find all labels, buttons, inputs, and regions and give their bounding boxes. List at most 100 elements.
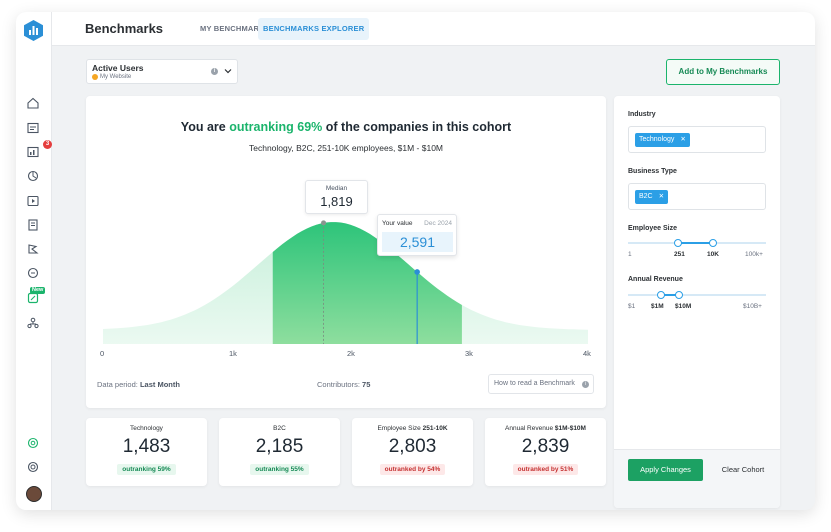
slider-range bbox=[678, 242, 713, 244]
clear-cohort-button[interactable]: Clear Cohort bbox=[721, 465, 765, 474]
industry-select[interactable]: Technology ✕ bbox=[628, 126, 766, 153]
slider-handle-max[interactable] bbox=[675, 291, 683, 299]
top-header: Benchmarks MY BENCHMARKS BENCHMARKS EXPL… bbox=[52, 12, 815, 46]
median-value: 1,819 bbox=[320, 194, 353, 209]
home-icon[interactable] bbox=[25, 95, 41, 111]
slider-tick: 10K bbox=[707, 251, 719, 258]
benchmark-chart-card: You are outranking 69% of the companies … bbox=[86, 96, 606, 408]
annual-revenue-label: Annual Revenue bbox=[628, 276, 683, 283]
settings-icon[interactable] bbox=[25, 435, 41, 451]
stat-card-industry: Technology 1,483 outranking 59% bbox=[86, 418, 207, 486]
close-icon[interactable]: ✕ bbox=[658, 193, 665, 200]
metric-selector[interactable]: Active Users My Website i bbox=[86, 59, 238, 84]
chip-label: B2C bbox=[639, 193, 653, 200]
tab-benchmarks-explorer[interactable]: BENCHMARKS EXPLORER bbox=[258, 18, 370, 40]
median-label: Median bbox=[325, 185, 348, 192]
median-marker bbox=[321, 220, 327, 226]
stat-label-range: 251-10K bbox=[422, 425, 448, 432]
slider-tick: $1M bbox=[651, 303, 664, 310]
cohort-range-area bbox=[272, 222, 462, 344]
data-period-label: Data period: bbox=[97, 380, 140, 389]
stat-card-employee-size: Employee Size 251-10K 2,803 outranked by… bbox=[352, 418, 473, 486]
industry-label: Industry bbox=[628, 111, 656, 118]
business-type-label: Business Type bbox=[628, 168, 677, 175]
chevron-down-icon[interactable] bbox=[223, 66, 233, 76]
data-period: Data period: Last Month bbox=[97, 380, 180, 389]
stat-card-business-type: B2C 2,185 outranking 55% bbox=[219, 418, 340, 486]
app-window: 3 New Benchmarks bbox=[16, 12, 815, 510]
stat-label: B2C bbox=[273, 425, 286, 432]
metric-source: My Website bbox=[100, 74, 132, 80]
metric-name: Active Users bbox=[92, 63, 144, 73]
your-value-tooltip: Your value Dec 2024 2,591 bbox=[377, 214, 457, 256]
slider-tick: $1 bbox=[628, 303, 636, 310]
stat-label: Employee Size 251-10K bbox=[352, 425, 473, 432]
logo-icon[interactable] bbox=[24, 20, 43, 41]
info-icon[interactable]: i bbox=[211, 68, 218, 75]
slider-handle-min[interactable] bbox=[674, 239, 682, 247]
search-icon[interactable] bbox=[25, 265, 41, 281]
x-tick-label: 3k bbox=[465, 349, 473, 358]
contributors-label: Contributors: bbox=[317, 380, 363, 389]
x-tick-label: 0 bbox=[100, 349, 105, 358]
stat-status: outranking 55% bbox=[250, 464, 309, 475]
stat-value: 1,483 bbox=[122, 436, 171, 457]
cohort-description: Technology, B2C, 251-10K employees, $1M … bbox=[248, 143, 444, 153]
business-type-chip[interactable]: B2C ✕ bbox=[635, 190, 669, 204]
stat-label: Annual Revenue $1M-$10M bbox=[485, 425, 606, 432]
reports-icon[interactable]: 3 bbox=[25, 140, 52, 160]
dashboard-icon[interactable] bbox=[25, 120, 41, 136]
how-to-read-button[interactable]: How to read a Benchmark i bbox=[488, 374, 594, 394]
apply-changes-button[interactable]: Apply Changes bbox=[628, 459, 703, 481]
slider-handle-max[interactable] bbox=[709, 239, 717, 247]
filter-panel-footer: Apply Changes Clear Cohort bbox=[614, 449, 780, 508]
tab-my-benchmarks[interactable]: MY BENCHMARKS bbox=[200, 24, 270, 33]
x-tick-label: 1k bbox=[229, 349, 237, 358]
slider-tick: 251 bbox=[674, 251, 685, 258]
info-icon: i bbox=[582, 381, 589, 388]
page-title: Benchmarks bbox=[85, 21, 164, 36]
stat-label-range: $1M-$10M bbox=[554, 425, 586, 432]
media-icon[interactable] bbox=[25, 193, 41, 209]
cohort-filter-panel: Industry Technology ✕ Business Type B2C ✕ … bbox=[614, 96, 780, 508]
help-icon[interactable] bbox=[25, 459, 41, 475]
team-icon[interactable] bbox=[25, 315, 41, 331]
headline: You are outranking 69% of the companies … bbox=[86, 120, 606, 134]
website-icon bbox=[92, 74, 98, 80]
x-tick-label: 2k bbox=[347, 349, 355, 358]
stat-label-text: Annual Revenue bbox=[505, 425, 555, 432]
your-value-number: 2,591 bbox=[382, 232, 453, 252]
stat-card-annual-revenue: Annual Revenue $1M-$10M 2,839 outranked … bbox=[485, 418, 606, 486]
data-period-value: Last Month bbox=[139, 380, 180, 389]
headline-prefix: You are bbox=[180, 120, 230, 134]
integrations-icon[interactable] bbox=[25, 168, 41, 184]
median-tooltip: Median 1,819 bbox=[305, 180, 368, 214]
new-badge: New bbox=[30, 287, 46, 294]
how-to-read-label: How to read a Benchmark bbox=[494, 380, 575, 387]
industry-chip[interactable]: Technology ✕ bbox=[635, 133, 690, 147]
headline-suffix: of the companies in this cohort bbox=[322, 120, 512, 134]
stat-label-text: Employee Size bbox=[377, 425, 423, 432]
stat-label: Technology bbox=[130, 425, 163, 432]
goals-icon[interactable] bbox=[25, 241, 41, 257]
slider-tick: $10B+ bbox=[743, 303, 762, 310]
slider-range bbox=[661, 294, 679, 296]
business-type-select[interactable]: B2C ✕ bbox=[628, 183, 766, 210]
headline-highlight: outranking 69% bbox=[229, 120, 323, 134]
x-tick-label: 4k bbox=[583, 349, 591, 358]
your-value-marker bbox=[414, 269, 420, 275]
add-to-benchmarks-button[interactable]: Add to My Benchmarks bbox=[666, 59, 780, 85]
employee-size-slider[interactable] bbox=[628, 239, 766, 247]
notification-badge: 3 bbox=[43, 140, 52, 149]
avatar[interactable] bbox=[26, 486, 42, 502]
library-icon[interactable] bbox=[25, 217, 41, 233]
employee-size-label: Employee Size bbox=[628, 225, 678, 232]
annual-revenue-slider[interactable] bbox=[628, 291, 766, 299]
contributors-value: 75 bbox=[362, 380, 371, 389]
stat-status: outranked by 51% bbox=[512, 464, 579, 475]
stat-value: 2,803 bbox=[388, 436, 437, 457]
your-value-label: Your value bbox=[382, 220, 413, 227]
slider-handle-min[interactable] bbox=[657, 291, 665, 299]
close-icon[interactable]: ✕ bbox=[680, 136, 686, 143]
your-value-date: Dec 2024 bbox=[424, 220, 452, 227]
